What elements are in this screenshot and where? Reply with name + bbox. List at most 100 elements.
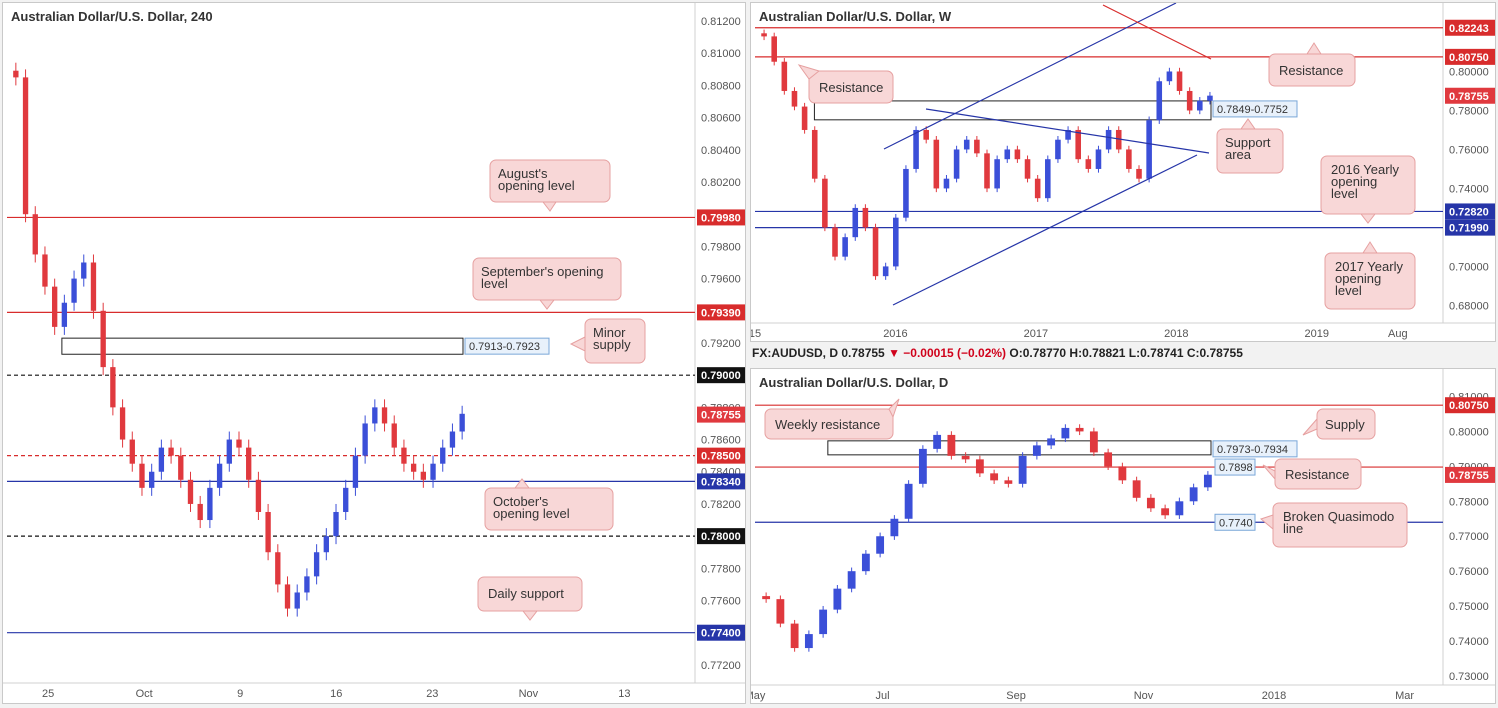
h4-level-tag-label: 0.78340 xyxy=(701,476,741,488)
daily-y-tick-label: 0.74000 xyxy=(1449,636,1489,648)
daily-candle xyxy=(833,588,842,610)
daily-y-tick-label: 0.77000 xyxy=(1449,531,1489,543)
weekly-candle xyxy=(1065,129,1071,140)
weekly-annotations: Resistance Resistance Support area 2016 Y… xyxy=(797,42,1416,310)
daily-candle xyxy=(1004,480,1013,484)
h4-candle xyxy=(440,447,446,464)
h4-y-tick-label: 0.79200 xyxy=(701,338,741,350)
weekly-y-tick-label: 0.68000 xyxy=(1449,300,1489,312)
weekly-resistance-trendline xyxy=(1102,4,1212,60)
weekly-candle xyxy=(923,129,929,140)
weekly-candle xyxy=(1207,95,1213,101)
daily-candle xyxy=(819,609,828,635)
weekly-zone-label-box xyxy=(1212,100,1298,118)
h4-candle xyxy=(216,463,223,488)
daily-candle xyxy=(876,536,885,554)
weekly-candle xyxy=(791,90,798,107)
daily-zone-label-box xyxy=(1212,440,1298,458)
weekly-level-tag xyxy=(1445,48,1495,65)
h4-chart-panel[interactable]: Australian Dollar/U.S. Dollar, 240 0.812… xyxy=(2,2,746,704)
daily-candle xyxy=(847,571,856,589)
h4-candle xyxy=(333,511,339,537)
h4-candle xyxy=(372,407,378,424)
support-area-label: Support area xyxy=(1225,135,1271,162)
status-symbol: FX:AUDUSD, D xyxy=(752,346,838,360)
daily-candle xyxy=(861,553,870,572)
h4-candle xyxy=(119,407,126,440)
weekly-candle xyxy=(801,106,808,130)
daily-chart-panel[interactable]: Australian Dollar/U.S. Dollar, D 0.81000… xyxy=(750,368,1496,704)
h4-level-tag xyxy=(697,304,745,321)
daily-candle xyxy=(890,518,899,537)
h4-candle xyxy=(158,447,165,472)
daily-support-label: Daily support xyxy=(488,586,564,601)
weekly-level-tag-label: 0.71990 xyxy=(1449,223,1489,235)
daily-candle xyxy=(1104,452,1113,467)
weekly-x-tick-label: Aug xyxy=(1388,328,1408,340)
weekly-candle xyxy=(852,207,859,238)
weekly-candle xyxy=(1004,149,1011,160)
daily-level-tag-label: 0.80750 xyxy=(1449,400,1489,412)
h4-candle xyxy=(81,262,87,279)
h4-y-tick-label: 0.79600 xyxy=(701,274,741,286)
h4-chart-svg[interactable]: 0.81200 0.81000 0.80800 0.80600 0.80400 0.802… xyxy=(3,3,746,704)
daily-annotations: Weekly resistance Supply Resistance Brok… xyxy=(764,398,1408,548)
h4-level-tag xyxy=(697,624,745,641)
weekly-chart-svg[interactable]: 0.80000 0.78000 0.76000 0.74000 0.70000 0.680… xyxy=(751,3,1496,342)
h4-candle xyxy=(207,487,213,521)
weekly-candle xyxy=(771,36,777,62)
status-change: ▼ −0.00015 (−0.02%) xyxy=(888,346,1007,360)
h4-candle xyxy=(430,463,436,480)
daily-candle xyxy=(990,473,999,481)
daily-zone-box xyxy=(827,440,1212,456)
weekly-trendlines xyxy=(883,3,1212,306)
daily-y-tick-label: 0.78000 xyxy=(1449,496,1489,508)
h4-level-tag-label: 0.78500 xyxy=(701,451,741,463)
weekly-candle xyxy=(811,129,818,179)
h4-candle xyxy=(420,471,427,480)
h4-zone-box xyxy=(61,337,464,355)
daily-chart-title: Australian Dollar/U.S. Dollar, D xyxy=(759,375,949,390)
weekly-level-tag xyxy=(1445,203,1495,220)
weekly-candle xyxy=(832,227,838,257)
h4-candle xyxy=(352,455,359,488)
weekly-descending-line xyxy=(925,108,1210,154)
h4-x-tick-label: 25 xyxy=(42,688,54,700)
daily-zone-label: 0.7973-0.7934 xyxy=(1217,444,1288,456)
h4-candle xyxy=(197,503,203,521)
weekly-chart-panel[interactable]: Australian Dollar/U.S. Dollar, W 0.80000… xyxy=(750,2,1496,342)
h4-x-tick-label: Oct xyxy=(136,688,153,700)
weekly-x-tick-label: 2018 xyxy=(1164,328,1188,340)
h4-candle xyxy=(110,367,116,408)
status-ohlc: O:0.78770 H:0.78821 L:0.78741 C:0.78755 xyxy=(1009,346,1243,360)
september-opening-label: September's opening level xyxy=(481,264,603,291)
october-opening-label: October's opening level xyxy=(493,494,570,521)
weekly-resistance-callout xyxy=(808,70,894,104)
h4-y-tick-label: 0.80800 xyxy=(701,80,741,92)
daily-candle xyxy=(1118,466,1127,481)
h4-candle xyxy=(236,439,242,448)
daily-resistance-label: Resistance xyxy=(1285,467,1349,482)
weekly-x-tick-label: 2016 xyxy=(883,328,907,340)
weekly-resistance-callout xyxy=(764,408,894,440)
weekly-candle xyxy=(1146,120,1152,179)
daily-y-tick-label: 0.76000 xyxy=(1449,566,1489,578)
daily-candle xyxy=(904,483,913,519)
weekly-level-tag-label: 0.82243 xyxy=(1449,23,1489,35)
h4-level-tag xyxy=(697,367,745,384)
status-last-price: 0.78755 xyxy=(841,346,885,360)
h4-plot-area: 0.81200 0.81000 0.80800 0.80600 0.80400 0.802… xyxy=(3,3,745,700)
weekly-top-resistance-label: Resistance xyxy=(1279,63,1343,78)
daily-chart-svg[interactable]: 0.810000.800000.790000.780000.770000.760… xyxy=(751,369,1496,704)
weekly-candle xyxy=(1075,129,1081,160)
daily-level-inline-box xyxy=(1214,513,1256,531)
h4-candle xyxy=(246,447,252,480)
h4-candle xyxy=(90,262,97,311)
h4-candle xyxy=(13,70,19,78)
daily-candle xyxy=(1175,501,1184,516)
h4-level-tag-label: 0.78000 xyxy=(701,531,741,543)
h4-level-tag-label: 0.79000 xyxy=(701,370,741,382)
weekly-level-tag-label: 0.80750 xyxy=(1449,52,1489,64)
daily-candle xyxy=(1061,427,1070,439)
h4-level-tag-label: 0.79980 xyxy=(701,212,741,224)
